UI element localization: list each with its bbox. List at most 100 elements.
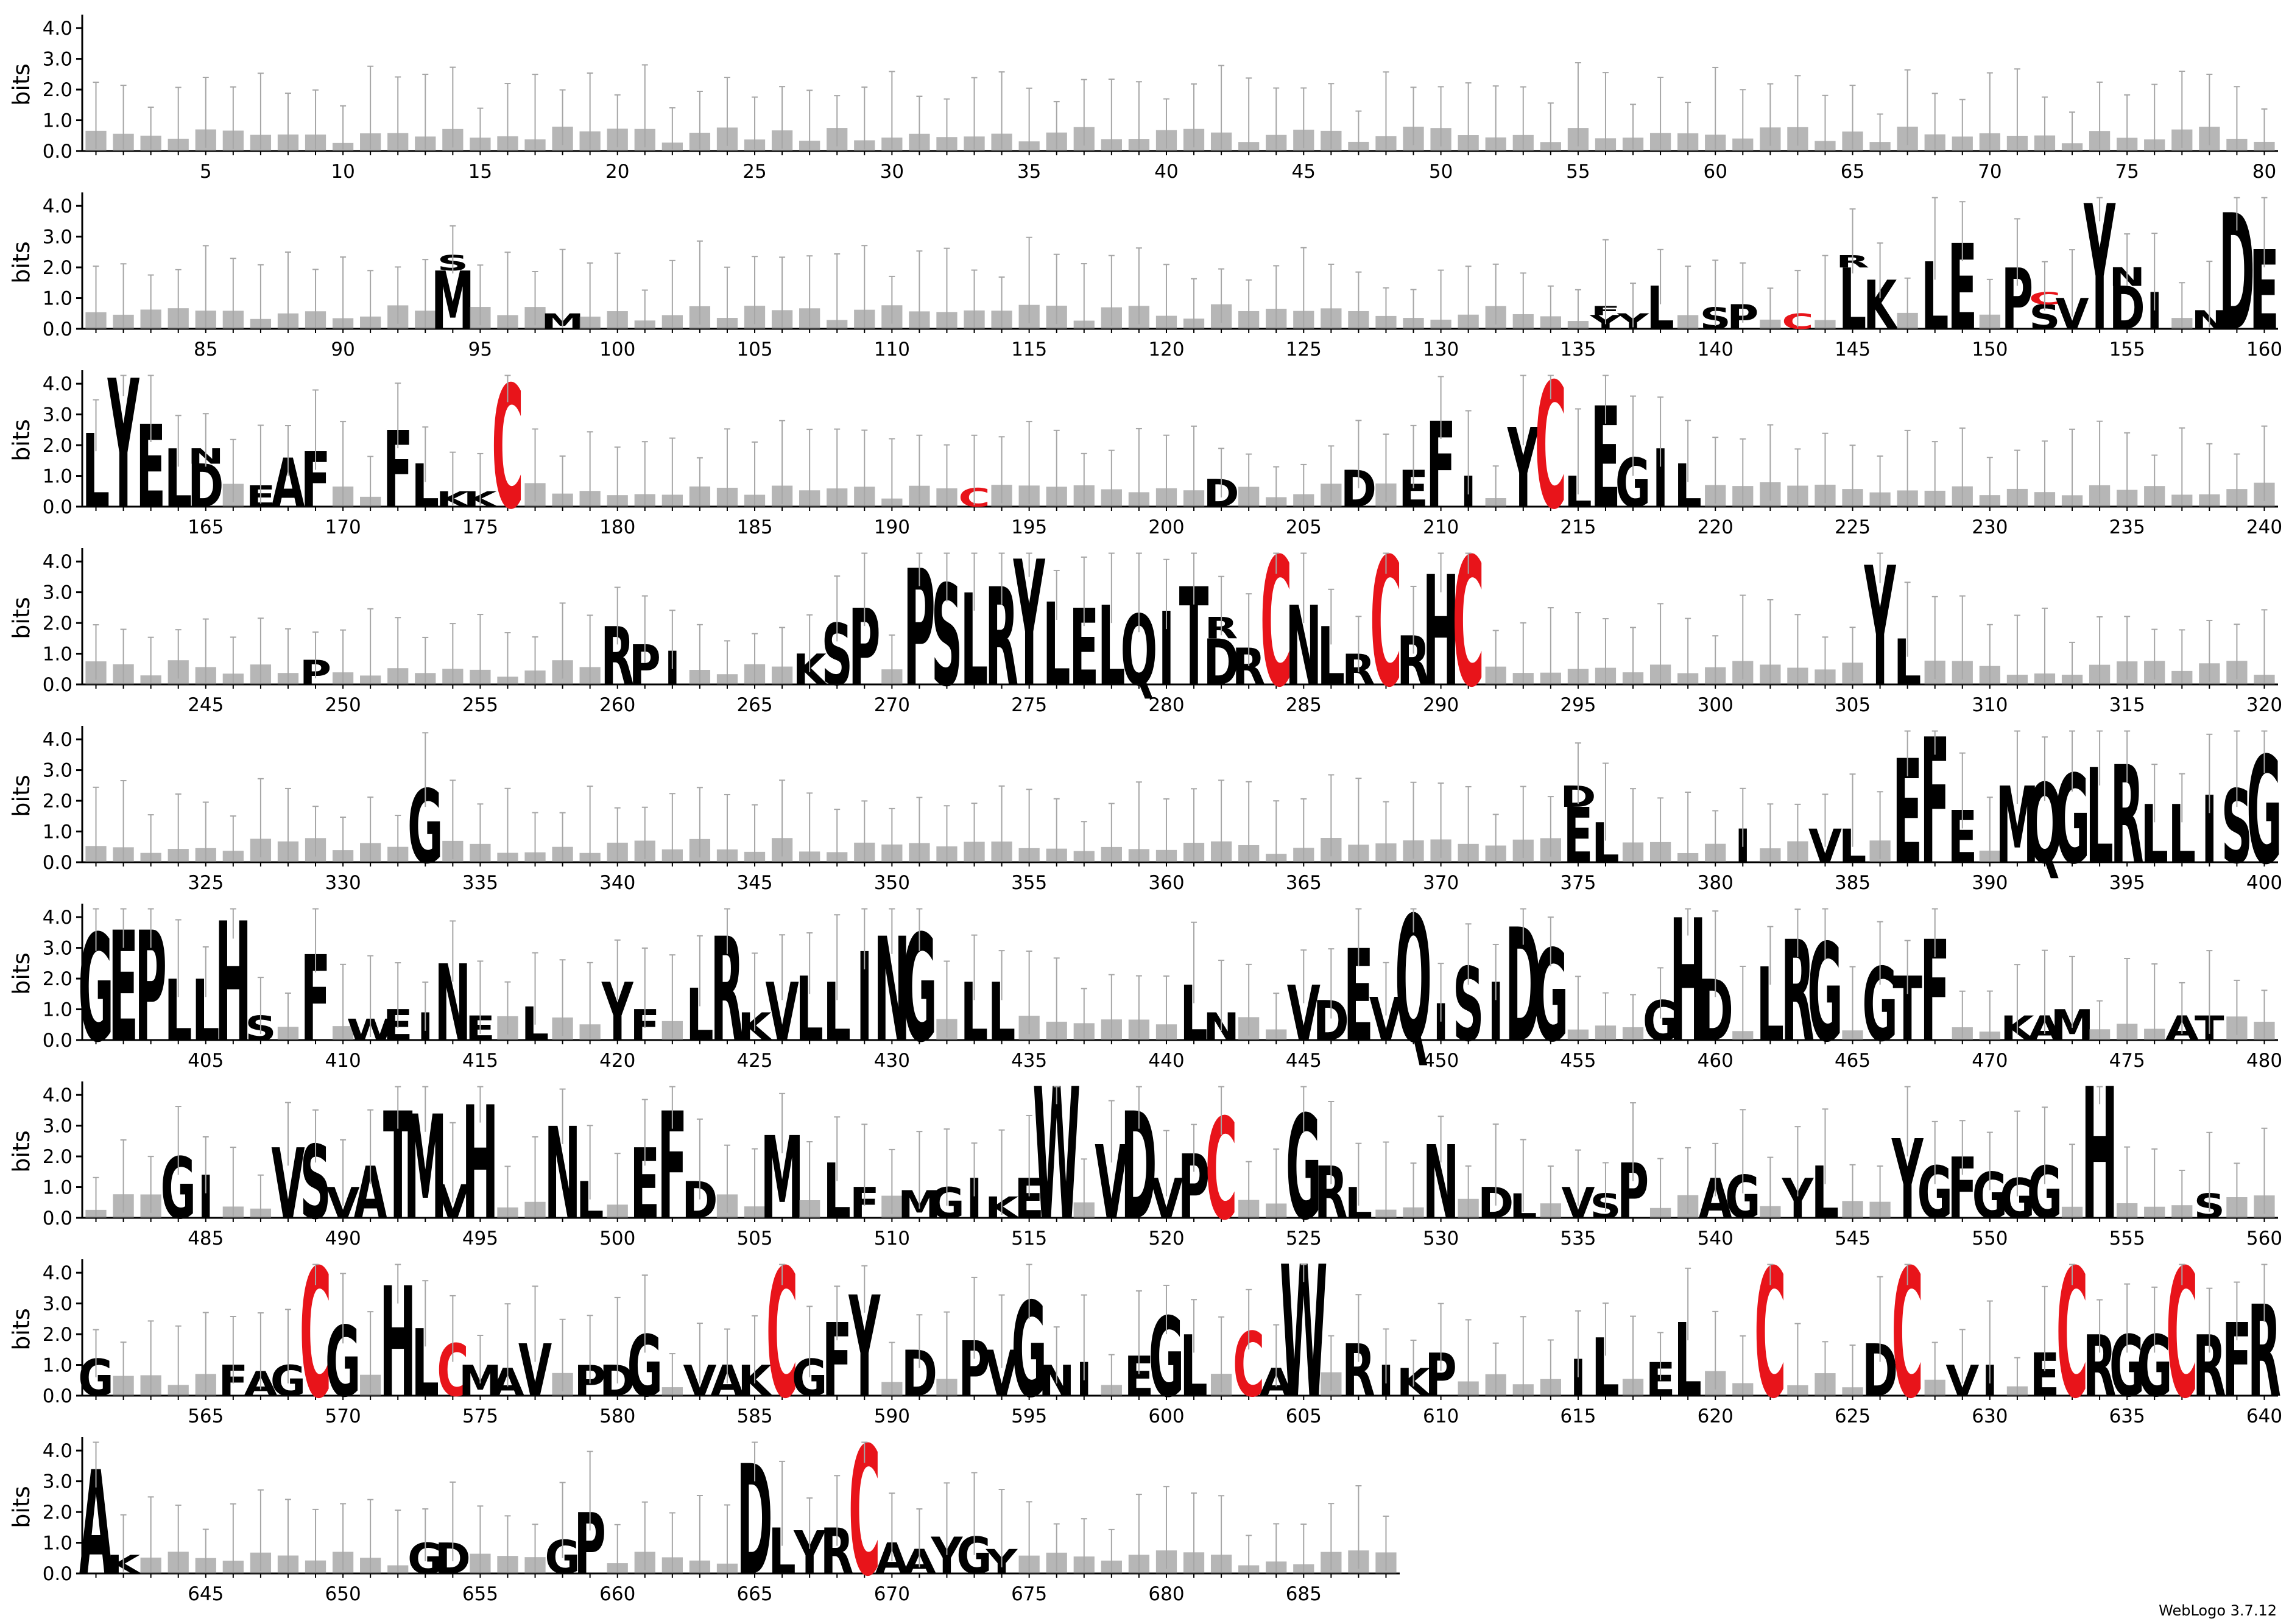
logo-row: bits 0.0 1.0 2.0 3.0 4.0 5 10 15 20 25 30 35 40 45 50 55… bbox=[8, 15, 2278, 183]
y-tick-label: 0.0 bbox=[43, 1207, 72, 1229]
x-tick-label: 235 bbox=[2109, 516, 2145, 538]
logo-letter-K: K bbox=[1863, 267, 1898, 345]
y-tick-label: 0.0 bbox=[43, 1563, 72, 1585]
y-tick-label: 4.0 bbox=[43, 18, 72, 40]
x-tick-label: 175 bbox=[462, 516, 498, 538]
x-tick-label: 685 bbox=[1286, 1583, 1322, 1605]
y-tick-label: 0.0 bbox=[43, 674, 72, 696]
x-tick-label: 340 bbox=[599, 872, 635, 894]
x-tick-label: 70 bbox=[1978, 161, 2002, 183]
x-tick-label: 650 bbox=[325, 1583, 361, 1605]
x-tick-label: 320 bbox=[2246, 694, 2282, 716]
x-tick-label: 230 bbox=[1972, 516, 2008, 538]
x-tick-label: 620 bbox=[1698, 1405, 1734, 1427]
x-tick-label: 555 bbox=[2109, 1228, 2145, 1250]
x-tick-label: 225 bbox=[1835, 516, 1871, 538]
x-tick-label: 270 bbox=[874, 694, 910, 716]
x-tick-label: 245 bbox=[188, 694, 224, 716]
x-tick-label: 150 bbox=[1972, 339, 2008, 360]
x-tick-label: 480 bbox=[2246, 1050, 2282, 1072]
y-tick-label: 2.0 bbox=[43, 613, 72, 634]
x-tick-label: 495 bbox=[462, 1228, 498, 1250]
y-tick-label: 4.0 bbox=[43, 907, 72, 929]
x-tick-label: 265 bbox=[736, 694, 772, 716]
x-tick-label: 645 bbox=[188, 1583, 224, 1605]
x-tick-label: 450 bbox=[1423, 1050, 1459, 1072]
y-axis-label: bits bbox=[8, 241, 35, 283]
x-tick-label: 420 bbox=[599, 1050, 635, 1072]
y-axis-label: bits bbox=[8, 1130, 35, 1172]
y-tick-label: 3.0 bbox=[43, 404, 72, 426]
x-tick-label: 200 bbox=[1148, 516, 1184, 538]
x-tick-label: 655 bbox=[462, 1583, 498, 1605]
x-tick-label: 350 bbox=[874, 872, 910, 894]
x-tick-label: 295 bbox=[1560, 694, 1596, 716]
y-tick-label: 1.0 bbox=[43, 288, 72, 310]
x-tick-label: 310 bbox=[1972, 694, 2008, 716]
y-tick-label: 3.0 bbox=[43, 582, 72, 604]
x-tick-label: 260 bbox=[599, 694, 635, 716]
x-tick-label: 80 bbox=[2252, 161, 2276, 183]
y-tick-label: 4.0 bbox=[43, 1084, 72, 1106]
y-tick-label: 3.0 bbox=[43, 1471, 72, 1493]
logo-letter-C: C bbox=[1892, 1232, 1924, 1438]
y-tick-label: 0.0 bbox=[43, 852, 72, 874]
y-tick-label: 4.0 bbox=[43, 195, 72, 217]
x-tick-label: 510 bbox=[874, 1228, 910, 1250]
x-tick-label: 465 bbox=[1835, 1050, 1871, 1072]
x-tick-label: 85 bbox=[194, 339, 217, 360]
x-tick-label: 590 bbox=[874, 1405, 910, 1427]
x-tick-label: 25 bbox=[742, 161, 766, 183]
x-tick-label: 100 bbox=[599, 339, 635, 360]
x-tick-label: 155 bbox=[2109, 339, 2145, 360]
x-tick-label: 425 bbox=[736, 1050, 772, 1072]
x-tick-label: 385 bbox=[1835, 872, 1871, 894]
logo-letter-K: K bbox=[1397, 1360, 1432, 1405]
y-tick-label: 4.0 bbox=[43, 1262, 72, 1284]
x-tick-label: 255 bbox=[462, 694, 498, 716]
logo-letter-D: D bbox=[1204, 625, 1240, 699]
y-tick-label: 4.0 bbox=[43, 373, 72, 395]
y-tick-label: 3.0 bbox=[43, 1116, 72, 1137]
x-tick-label: 605 bbox=[1286, 1405, 1322, 1427]
logo-letter-W: W bbox=[1280, 1228, 1328, 1439]
x-tick-label: 550 bbox=[1972, 1228, 2008, 1250]
x-tick-label: 440 bbox=[1148, 1050, 1184, 1072]
logo-letter-K: K bbox=[738, 1005, 773, 1049]
x-tick-label: 415 bbox=[462, 1050, 498, 1072]
y-tick-label: 2.0 bbox=[43, 1146, 72, 1168]
y-tick-label: 0.0 bbox=[43, 496, 72, 518]
x-tick-label: 615 bbox=[1560, 1405, 1596, 1427]
x-tick-label: 300 bbox=[1698, 694, 1734, 716]
x-tick-label: 490 bbox=[325, 1228, 361, 1250]
x-tick-label: 345 bbox=[736, 872, 772, 894]
x-tick-label: 540 bbox=[1698, 1228, 1734, 1250]
x-tick-label: 305 bbox=[1835, 694, 1871, 716]
logo-letter-K: K bbox=[985, 1190, 1020, 1225]
x-tick-label: 635 bbox=[2109, 1405, 2145, 1427]
x-tick-label: 95 bbox=[468, 339, 492, 360]
x-tick-label: 525 bbox=[1286, 1228, 1322, 1250]
y-tick-label: 0.0 bbox=[43, 1030, 72, 1052]
logo-letter-W: W bbox=[1032, 1050, 1081, 1261]
y-tick-label: 1.0 bbox=[43, 1177, 72, 1199]
x-tick-label: 30 bbox=[880, 161, 904, 183]
y-tick-label: 2.0 bbox=[43, 790, 72, 812]
x-tick-label: 355 bbox=[1011, 872, 1047, 894]
x-tick-label: 500 bbox=[599, 1228, 635, 1250]
x-tick-label: 135 bbox=[1560, 339, 1596, 360]
x-tick-label: 250 bbox=[325, 694, 361, 716]
x-tick-label: 330 bbox=[325, 872, 361, 894]
x-tick-label: 280 bbox=[1148, 694, 1184, 716]
y-tick-label: 4.0 bbox=[43, 1440, 72, 1462]
x-tick-label: 570 bbox=[325, 1405, 361, 1427]
x-tick-label: 115 bbox=[1011, 339, 1047, 360]
x-tick-label: 105 bbox=[736, 339, 772, 360]
x-tick-label: 285 bbox=[1286, 694, 1322, 716]
